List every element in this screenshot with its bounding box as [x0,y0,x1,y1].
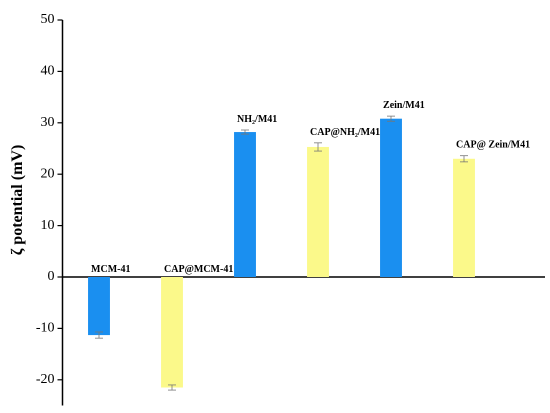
y-tick-label: 30 [41,115,55,130]
bar [453,158,475,277]
bar [307,146,329,277]
error-bar [314,142,322,152]
error-bar [387,115,395,122]
y-tick-label: 20 [41,166,55,181]
error-bar [241,129,249,135]
y-tick-label: 0 [48,269,55,284]
category-label: NH₂/M41 [237,114,277,125]
y-tick-label: -10 [36,321,55,336]
error-bar [460,155,468,163]
bar [234,132,256,277]
y-tick-label: 50 [41,12,55,27]
category-label: Zein/M41 [383,100,425,111]
bar [88,277,110,336]
bar [161,277,183,388]
y-tick-label: -20 [36,372,55,387]
category-label: MCM-41 [91,264,130,275]
category-label: CAP@ Zein/M41 [456,140,530,151]
category-label: CAP@NH₂/M41 [310,127,380,138]
y-tick-label: 40 [41,64,55,79]
category-label: CAP@MCM-41 [164,264,233,275]
bar [380,118,402,277]
error-bar [168,384,176,391]
y-tick-label: 10 [41,218,55,233]
y-axis-title: ζ potential (mV) [9,145,26,256]
error-bar [95,331,103,339]
